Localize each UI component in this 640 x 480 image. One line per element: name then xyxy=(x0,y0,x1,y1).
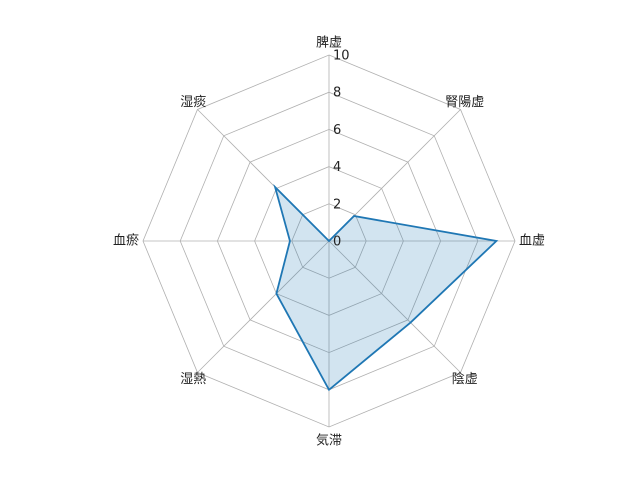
tick-label-10: 10 xyxy=(333,49,350,64)
data-point-腎陽虚 xyxy=(352,214,356,218)
data-point-湿熱 xyxy=(274,292,278,296)
category-label-脾虚: 脾虚 xyxy=(316,36,342,51)
series-line-0 xyxy=(273,184,499,392)
category-label-陰虚: 陰虚 xyxy=(452,372,478,387)
data-point-血虚 xyxy=(494,239,498,243)
category-label-腎陽虚: 腎陽虚 xyxy=(445,95,484,110)
data-point-血瘀 xyxy=(288,239,292,243)
category-label-血瘀: 血瘀 xyxy=(113,233,139,249)
spoke-3 xyxy=(328,240,461,373)
spoke-5 xyxy=(197,240,330,373)
radar-series xyxy=(273,184,499,392)
data-point-脾虚 xyxy=(327,239,331,243)
category-label-湿熱: 湿熱 xyxy=(180,372,206,387)
tick-label-6: 6 xyxy=(333,123,341,138)
tick-label-8: 8 xyxy=(333,86,341,101)
category-label-血虚: 血虚 xyxy=(519,234,545,249)
category-label-湿痰: 湿痰 xyxy=(180,94,206,110)
data-point-湿痰 xyxy=(273,185,277,189)
tick-label-2: 2 xyxy=(333,197,341,212)
category-label-気滞: 気滞 xyxy=(316,433,342,449)
radial-tick-labels: 0 2 4 6 8 10 xyxy=(333,49,350,250)
series-area-0 xyxy=(275,187,497,390)
data-point-気滞 xyxy=(327,388,331,392)
data-point-陰虚 xyxy=(409,321,413,325)
tick-label-4: 4 xyxy=(333,160,341,175)
tick-label-0: 0 xyxy=(333,235,341,250)
